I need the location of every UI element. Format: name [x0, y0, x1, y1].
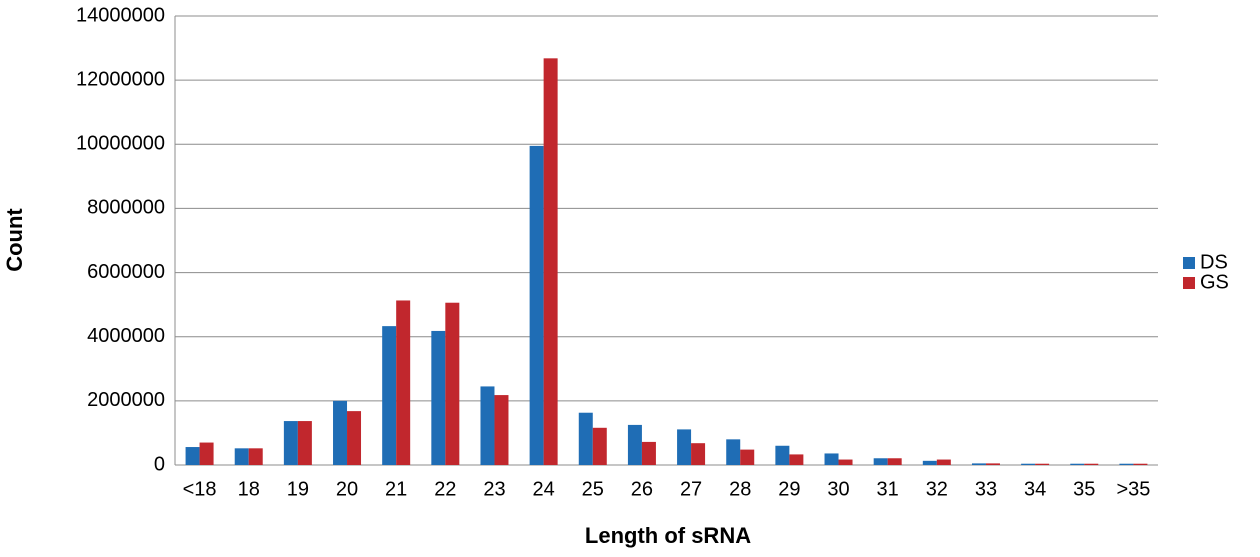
- bar: [445, 302, 460, 465]
- bar: [1133, 463, 1148, 465]
- y-tick-label: 0: [154, 453, 165, 475]
- bar: [333, 400, 348, 465]
- legend-label: DS: [1200, 251, 1228, 273]
- bar: [185, 447, 200, 465]
- bar: [396, 300, 411, 465]
- bar: [199, 442, 214, 465]
- legend-label: GS: [1200, 271, 1229, 293]
- bar: [936, 459, 951, 465]
- bar: [740, 449, 755, 465]
- bar: [382, 326, 397, 465]
- bar: [494, 395, 509, 465]
- y-tick-label: 8000000: [87, 197, 165, 219]
- bar: [234, 448, 249, 465]
- bar: [248, 448, 263, 465]
- x-axis-label: Length of sRNA: [585, 523, 751, 548]
- legend-swatch: [1183, 277, 1195, 289]
- bar: [824, 453, 839, 465]
- bar: [1035, 463, 1050, 465]
- y-tick-label: 6000000: [87, 261, 165, 283]
- x-tick-label: 32: [926, 478, 948, 500]
- bar: [641, 441, 656, 465]
- x-tick-label: 31: [877, 478, 899, 500]
- x-tick-label: 33: [975, 478, 997, 500]
- bar: [922, 460, 937, 465]
- y-tick-label: 2000000: [87, 389, 165, 411]
- x-tick-label: 21: [385, 478, 407, 500]
- bar: [283, 421, 298, 465]
- bar: [431, 330, 446, 465]
- x-tick-label: >35: [1116, 478, 1150, 500]
- x-tick-label: 20: [336, 478, 358, 500]
- bar: [775, 445, 790, 465]
- bar: [627, 424, 642, 465]
- x-tick-label: 26: [631, 478, 653, 500]
- bar: [1084, 463, 1099, 465]
- x-tick-label: 25: [582, 478, 604, 500]
- bar: [480, 386, 495, 465]
- y-tick-label: 12000000: [76, 68, 165, 90]
- x-tick-label: 28: [729, 478, 751, 500]
- x-tick-label: <18: [183, 478, 217, 500]
- x-tick-label: 24: [533, 478, 555, 500]
- x-tick-label: 22: [434, 478, 456, 500]
- bar: [971, 463, 986, 465]
- x-tick-label: 30: [827, 478, 849, 500]
- bar: [887, 458, 902, 465]
- bar: [297, 421, 312, 465]
- bar: [543, 58, 558, 465]
- x-tick-label: 29: [778, 478, 800, 500]
- x-tick-label: 34: [1024, 478, 1046, 500]
- bar: [873, 458, 888, 465]
- bar: [1119, 463, 1134, 465]
- y-axis-label: Count: [2, 208, 27, 272]
- bar: [691, 443, 706, 465]
- y-tick-label: 14000000: [76, 4, 165, 26]
- bar: [578, 412, 593, 465]
- bar: [838, 459, 853, 465]
- bar: [677, 429, 692, 465]
- bar: [347, 411, 362, 465]
- bar: [1021, 463, 1036, 465]
- bar: [789, 454, 804, 465]
- bar: [592, 427, 607, 465]
- x-tick-label: 18: [238, 478, 260, 500]
- x-tick-label: 23: [483, 478, 505, 500]
- y-tick-label: 4000000: [87, 325, 165, 347]
- legend-swatch: [1183, 257, 1195, 269]
- bar: [726, 439, 741, 465]
- x-tick-label: 27: [680, 478, 702, 500]
- bar: [985, 463, 1000, 465]
- x-tick-label: 35: [1073, 478, 1095, 500]
- bar: [1070, 463, 1085, 465]
- x-tick-label: 19: [287, 478, 309, 500]
- bar: [529, 145, 544, 465]
- y-tick-label: 10000000: [76, 133, 165, 155]
